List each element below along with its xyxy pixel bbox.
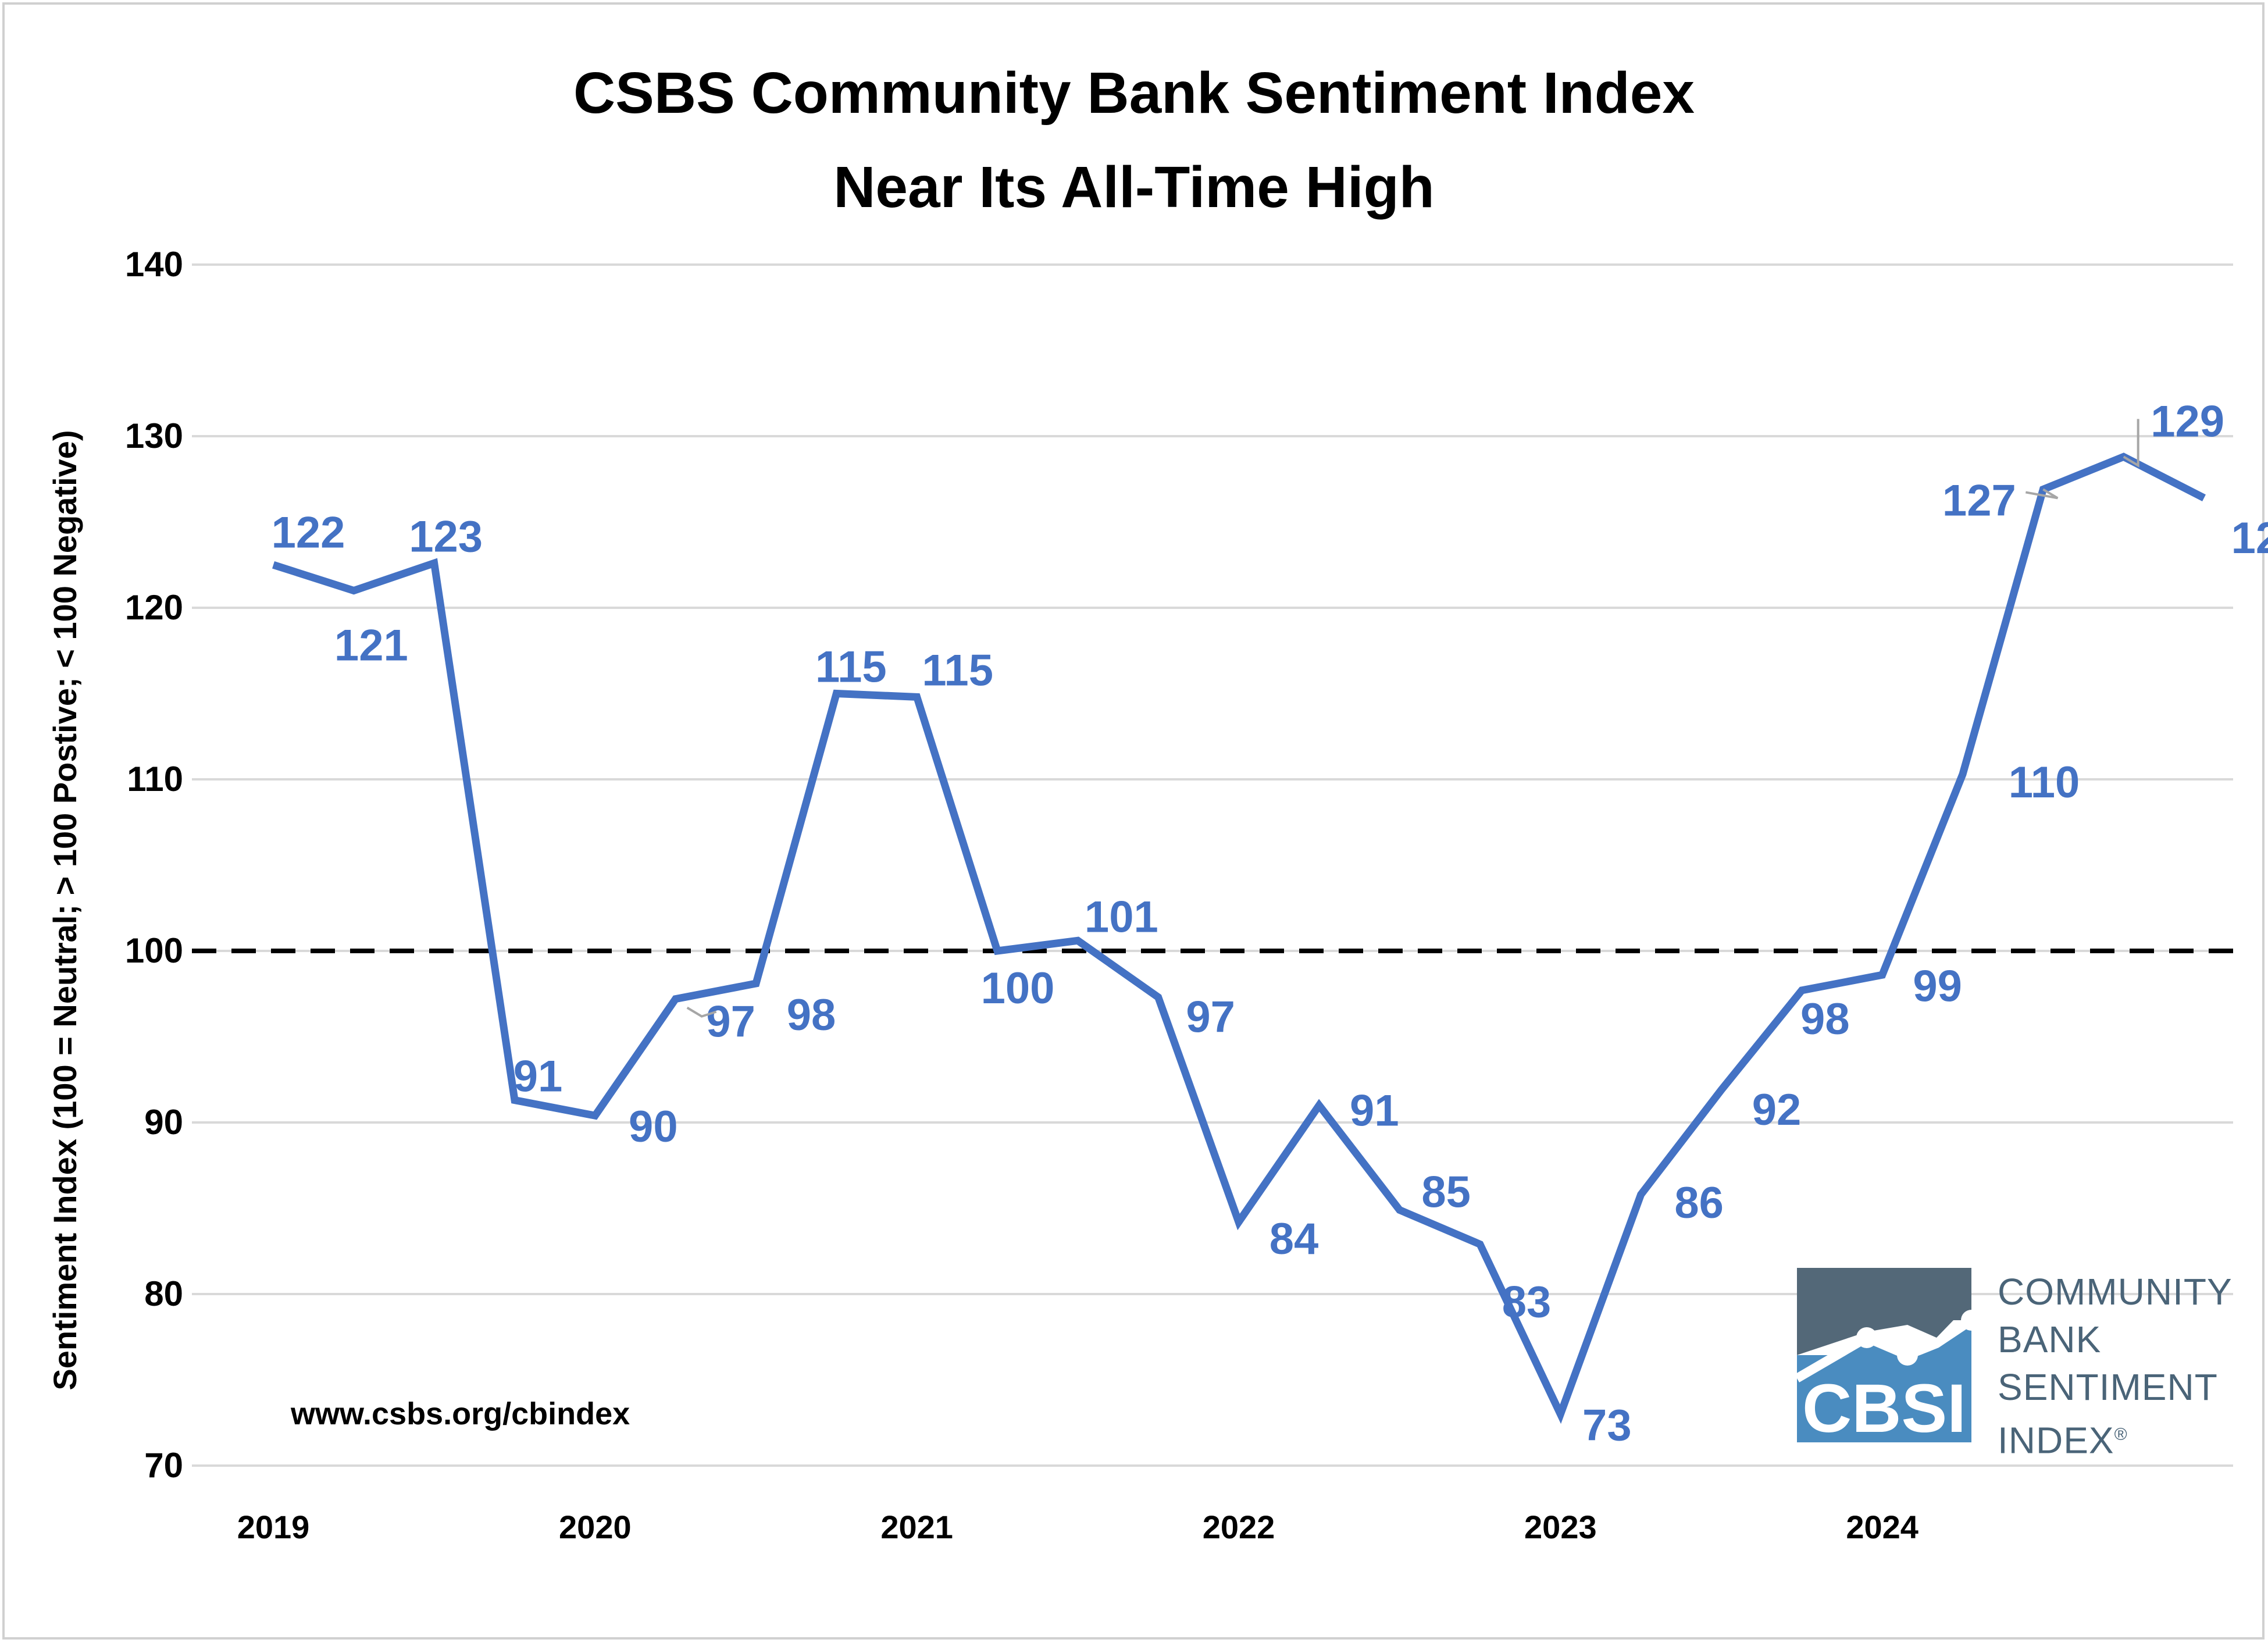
data-label-leader [2025,488,2059,500]
source-url: www.csbs.org/cbindex [291,1396,630,1431]
x-tick-label: 2019 [237,1509,310,1545]
data-label: 92 [1752,1085,1802,1135]
data-label: 100 [981,964,1055,1013]
cbsi-logo-mark-text: CBSI [1802,1370,1966,1442]
data-label: 98 [787,990,836,1040]
logo-line-sentiment: SENTIMENT [1998,1366,2218,1408]
data-label: 101 [1085,892,1158,942]
data-label-leader [686,1006,717,1018]
x-tick-label: 2022 [1203,1509,1275,1545]
x-tick-label: 2023 [1524,1509,1597,1545]
x-tick-label: 2021 [880,1509,953,1545]
data-label: 122 [272,508,345,557]
y-tick-label: 140 [125,245,183,284]
cbsi-logo-mark: CBSI [1797,1268,1982,1442]
data-label: 99 [1913,961,1962,1011]
sentiment-series-line [272,452,2206,1424]
data-label: 110 [2009,758,2080,807]
data-label: 90 [629,1102,678,1152]
logo-line-community: COMMUNITY [1998,1271,2233,1313]
x-tick-label: 2020 [559,1509,632,1545]
data-label: 115 [815,643,887,692]
logo-line-index: INDEX® [1998,1419,2128,1462]
y-tick-label: 100 [125,931,183,970]
data-label: 121 [334,621,408,671]
chart-title-line1: CSBS Community Bank Sentiment Index [573,60,1695,126]
cbsi-logo: CBSI COMMUNITY BANK SENTIMENT INDEX® [1797,1268,2256,1461]
chart-title-line2: Near Its All-Time High [833,155,1435,220]
data-label: 97 [1186,993,1235,1042]
data-label: 126 [2231,514,2268,563]
data-label: 83 [1502,1277,1552,1327]
y-tick-label: 80 [144,1274,183,1313]
logo-line-bank: BANK [1998,1318,2102,1360]
data-label: 123 [409,512,483,561]
data-label: 115 [922,646,993,695]
y-tick-label: 110 [127,760,183,799]
data-label: 97 [706,997,755,1047]
data-label: 98 [1800,995,1850,1044]
data-label-leader [2123,419,2139,468]
y-tick-label: 70 [144,1446,183,1485]
y-tick-label: 90 [144,1103,183,1142]
cbsi-logo-text: COMMUNITY BANK SENTIMENT INDEX® [1998,1268,2253,1464]
y-tick-label: 120 [125,588,183,627]
data-label: 84 [1269,1214,1319,1264]
data-label: 85 [1421,1167,1471,1217]
data-label: 86 [1674,1178,1724,1228]
data-label: 91 [1350,1086,1399,1136]
data-label: 129 [2151,397,2224,446]
data-label: 91 [513,1052,563,1102]
data-label: 127 [1942,476,2016,525]
x-tick-label: 2024 [1846,1509,1918,1545]
y-tick-label: 130 [125,416,183,455]
data-label: 73 [1582,1401,1632,1450]
